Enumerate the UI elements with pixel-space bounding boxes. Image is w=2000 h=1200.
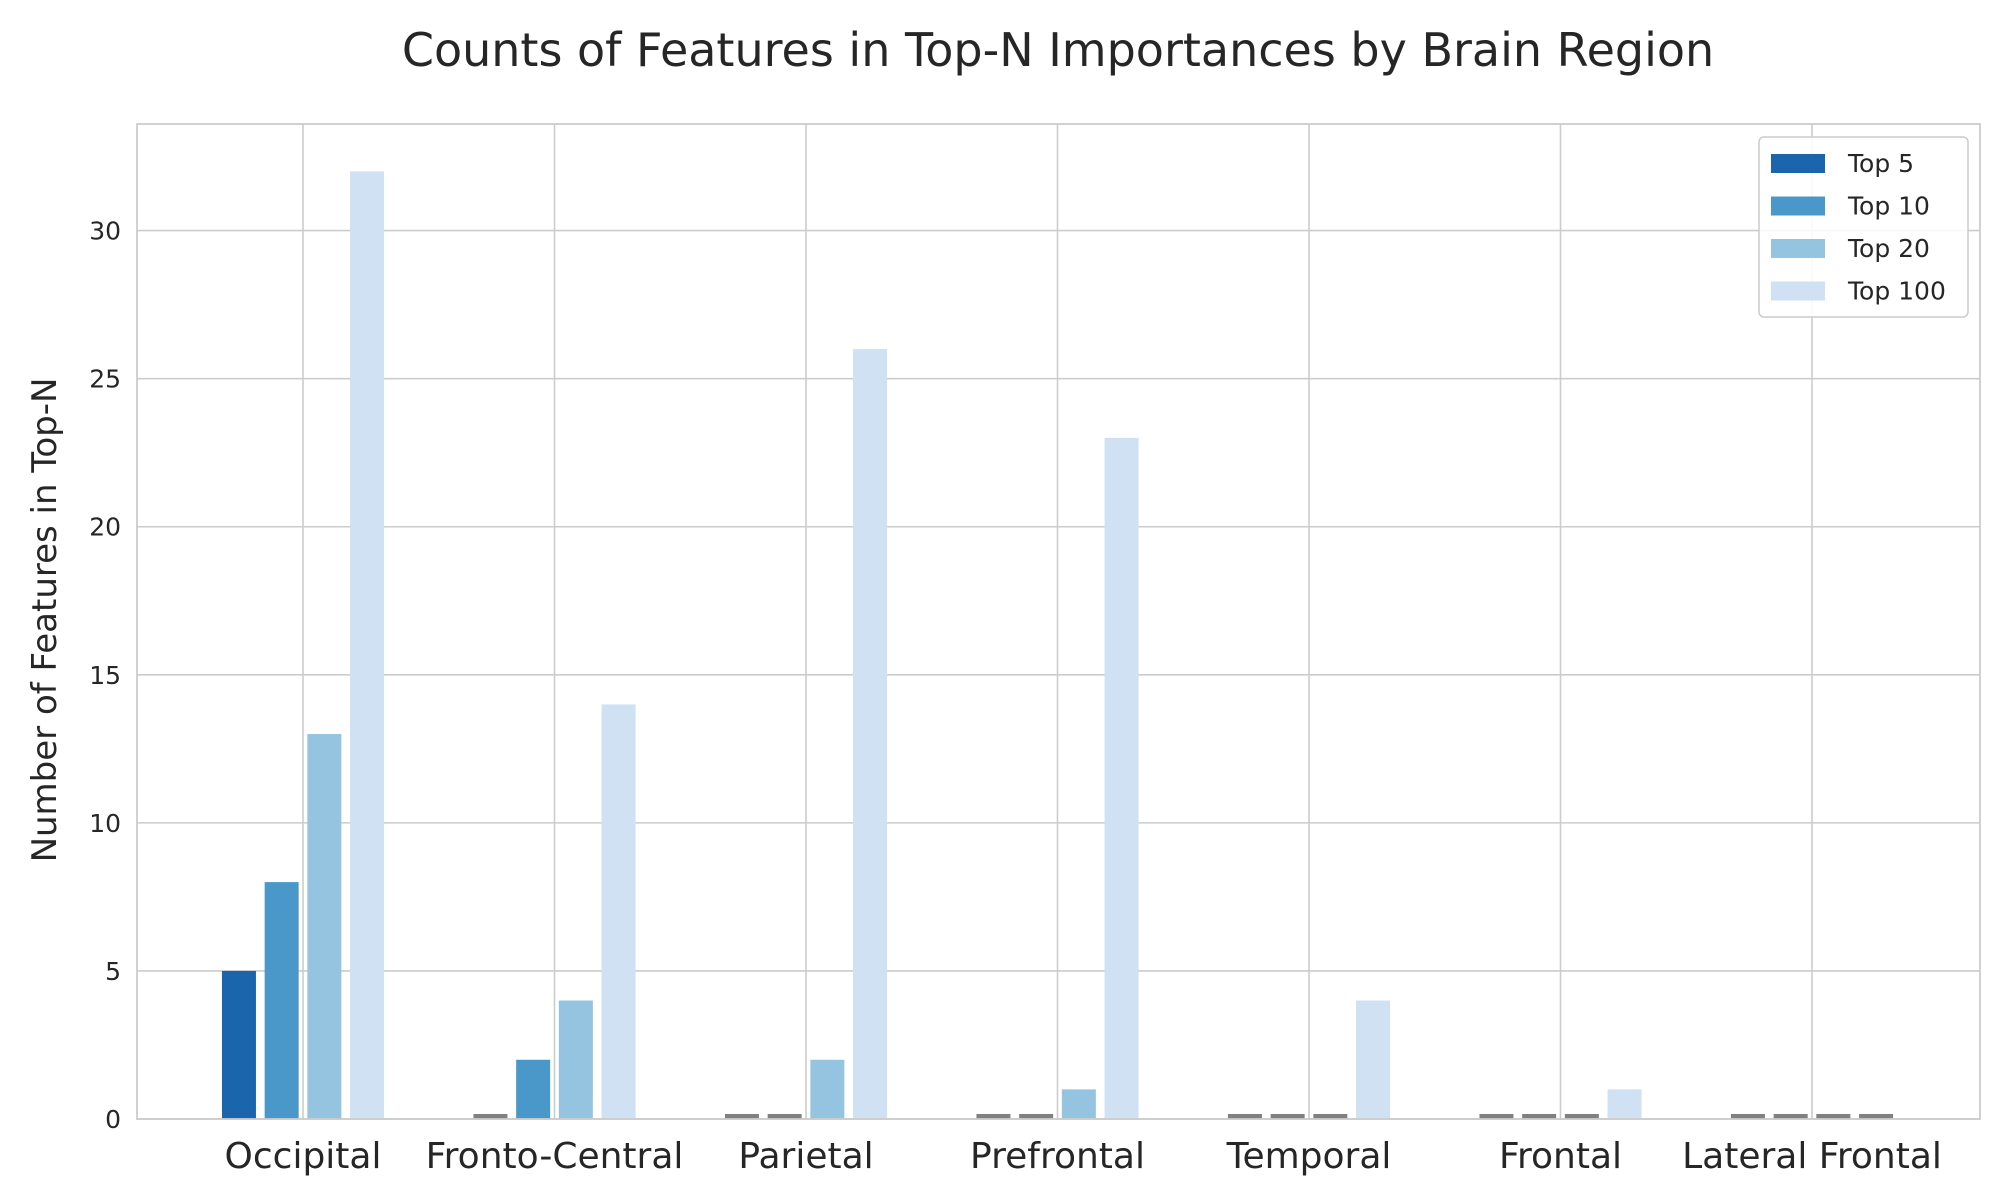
x-tick-label: Fronto-Central — [426, 1136, 684, 1177]
bar — [1104, 437, 1139, 1119]
zero-bar-marker — [1773, 1114, 1808, 1119]
bars — [221, 171, 1894, 1119]
bar — [1061, 1089, 1096, 1119]
legend: Top 5 Top 10 Top 20 Top 100 — [1758, 136, 1969, 318]
y-axis-label: Number of Features in Top-N — [25, 378, 65, 863]
grid — [137, 124, 1980, 1120]
bar — [307, 734, 342, 1119]
zero-bar-marker — [1270, 1114, 1305, 1119]
y-tick-label: 10 — [89, 809, 121, 838]
legend-box — [1758, 136, 1969, 318]
y-tick-label: 25 — [89, 365, 121, 394]
legend-label: Top 100 — [1847, 277, 1946, 306]
x-tick-label: Occipital — [225, 1136, 382, 1177]
bar — [1356, 1000, 1391, 1119]
legend-swatch — [1771, 196, 1825, 216]
x-tick-label: Prefrontal — [970, 1136, 1145, 1177]
bar — [221, 970, 256, 1119]
bar — [810, 1059, 845, 1119]
bar — [558, 1000, 593, 1119]
zero-bar-marker — [473, 1114, 508, 1119]
bar — [601, 704, 636, 1119]
bar — [1607, 1089, 1642, 1119]
legend-swatch — [1771, 239, 1825, 258]
zero-bar-marker — [1816, 1114, 1851, 1119]
x-tick-label: Parietal — [738, 1136, 873, 1177]
chart-title: Counts of Features in Top-N Importances … — [402, 23, 1714, 77]
zero-bar-marker — [1227, 1114, 1262, 1119]
x-tick-label: Frontal — [1499, 1136, 1622, 1177]
zero-bar-marker — [1313, 1114, 1348, 1119]
legend-label: Top 10 — [1847, 192, 1930, 221]
legend-swatch — [1771, 154, 1825, 173]
zero-bar-marker — [1522, 1114, 1557, 1119]
zero-bar-marker — [1479, 1114, 1514, 1119]
x-tick-labels: Occipital Fronto-Central Parietal Prefronta… — [225, 1136, 1942, 1177]
y-tick-label: 20 — [89, 513, 121, 542]
y-tick-label: 0 — [105, 1105, 121, 1134]
x-tick-label: Temporal — [1226, 1136, 1392, 1177]
bar — [516, 1059, 551, 1119]
x-tick-label: Lateral Frontal — [1682, 1136, 1942, 1177]
zero-bar-marker — [1730, 1114, 1765, 1119]
legend-label: Top 5 — [1847, 149, 1914, 178]
zero-bar-marker — [1019, 1114, 1054, 1119]
zero-bar-marker — [724, 1114, 759, 1119]
zero-bar-marker — [1564, 1114, 1599, 1119]
zero-bar-marker — [976, 1114, 1011, 1119]
y-tick-label: 5 — [105, 957, 121, 986]
zero-bar-marker — [767, 1114, 802, 1119]
legend-label: Top 20 — [1847, 234, 1930, 263]
axes-frame — [136, 123, 1981, 1120]
bar — [264, 882, 299, 1119]
y-tick-labels: 0 5 10 15 20 25 30 — [89, 217, 121, 1134]
bar — [853, 349, 888, 1119]
bar — [350, 171, 385, 1119]
y-tick-label: 15 — [89, 661, 121, 690]
zero-bar-marker — [1859, 1114, 1894, 1119]
legend-swatch — [1771, 281, 1825, 301]
y-tick-label: 30 — [89, 217, 121, 246]
